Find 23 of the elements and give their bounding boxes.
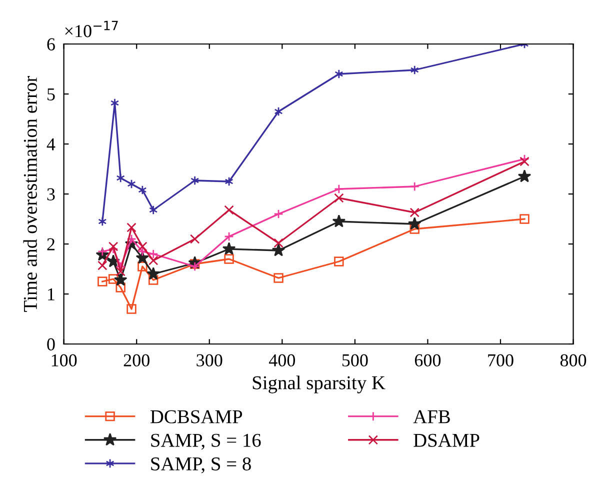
x-tick-label: 100: [52, 354, 77, 366]
y-tick-label: 1: [48, 288, 54, 300]
legend-label: DSAMP: [414, 434, 480, 447]
y-axis-title: Time and overestimation error: [23, 76, 37, 312]
x-tick-label: 400: [268, 354, 296, 366]
x-tick-label: 200: [124, 354, 150, 366]
legend-label: SAMP, S = 8: [151, 457, 251, 474]
y-tick-label: 0: [47, 338, 55, 350]
legend-label: DCBSAMP: [150, 410, 242, 424]
x-tick-label: 600: [414, 354, 441, 366]
x-tick-label: 300: [196, 354, 222, 366]
legend-label: AFB: [413, 410, 450, 424]
y-tick-label: 5: [48, 88, 55, 100]
y-tick-label: 3: [47, 188, 55, 200]
x-tick-label: 500: [342, 354, 368, 366]
text: ×10$^{−17}$: [65, 20, 118, 38]
y-tick-label: 4: [46, 138, 56, 150]
legend-label: SAMP, S = 16: [151, 434, 261, 450]
y-tick-label: 6: [47, 38, 55, 50]
x-tick-label: 700: [488, 354, 514, 366]
x-tick-label: 800: [560, 354, 586, 366]
y-tick-label: 2: [47, 238, 54, 250]
x-axis-title: Signal sparsity K: [252, 376, 386, 394]
